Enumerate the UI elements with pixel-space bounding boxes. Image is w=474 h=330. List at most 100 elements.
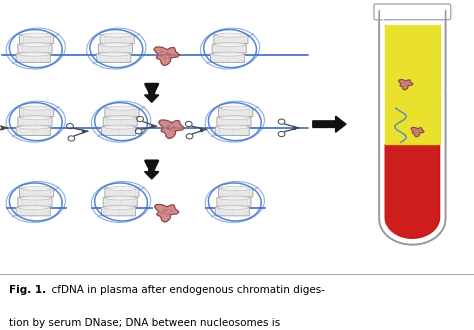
Polygon shape — [155, 204, 179, 222]
Ellipse shape — [212, 52, 244, 56]
FancyBboxPatch shape — [19, 108, 54, 116]
Ellipse shape — [170, 122, 173, 125]
Ellipse shape — [414, 129, 416, 131]
FancyBboxPatch shape — [417, 92, 434, 97]
Ellipse shape — [418, 92, 434, 94]
Ellipse shape — [219, 196, 250, 200]
FancyBboxPatch shape — [215, 127, 249, 136]
FancyBboxPatch shape — [100, 35, 134, 44]
Ellipse shape — [395, 108, 413, 110]
Polygon shape — [385, 144, 439, 238]
FancyBboxPatch shape — [97, 54, 131, 62]
FancyBboxPatch shape — [219, 108, 253, 116]
FancyBboxPatch shape — [217, 198, 251, 206]
Ellipse shape — [402, 84, 404, 85]
FancyBboxPatch shape — [103, 117, 137, 126]
Ellipse shape — [167, 53, 171, 55]
Ellipse shape — [102, 33, 134, 37]
FancyBboxPatch shape — [103, 198, 137, 206]
FancyBboxPatch shape — [16, 127, 50, 136]
Ellipse shape — [160, 54, 163, 57]
Ellipse shape — [419, 87, 435, 89]
Ellipse shape — [394, 113, 412, 115]
Polygon shape — [411, 127, 424, 137]
Polygon shape — [159, 120, 184, 139]
Ellipse shape — [107, 186, 138, 190]
FancyBboxPatch shape — [215, 207, 249, 216]
Ellipse shape — [420, 82, 436, 84]
Polygon shape — [385, 24, 439, 144]
Polygon shape — [313, 116, 346, 132]
Ellipse shape — [103, 205, 135, 210]
FancyBboxPatch shape — [16, 54, 50, 62]
Ellipse shape — [408, 82, 410, 84]
Ellipse shape — [160, 50, 163, 53]
FancyBboxPatch shape — [210, 54, 245, 62]
FancyBboxPatch shape — [99, 44, 133, 53]
FancyBboxPatch shape — [19, 188, 54, 197]
Ellipse shape — [416, 132, 418, 133]
Ellipse shape — [20, 115, 51, 119]
Polygon shape — [385, 16, 439, 24]
FancyBboxPatch shape — [19, 35, 54, 44]
FancyBboxPatch shape — [217, 117, 251, 126]
Ellipse shape — [168, 128, 172, 131]
Ellipse shape — [406, 85, 408, 86]
Ellipse shape — [417, 129, 419, 130]
Polygon shape — [145, 164, 159, 179]
FancyBboxPatch shape — [214, 35, 248, 44]
FancyBboxPatch shape — [374, 4, 451, 20]
Ellipse shape — [107, 106, 138, 110]
Ellipse shape — [220, 186, 252, 190]
Ellipse shape — [99, 52, 130, 56]
FancyBboxPatch shape — [16, 207, 50, 216]
FancyBboxPatch shape — [101, 127, 136, 136]
FancyBboxPatch shape — [105, 188, 139, 197]
Ellipse shape — [21, 106, 53, 110]
FancyBboxPatch shape — [18, 198, 52, 206]
Text: cfDNA in plasma after endogenous chromatin diges-: cfDNA in plasma after endogenous chromat… — [45, 285, 325, 295]
Polygon shape — [145, 88, 159, 102]
Ellipse shape — [172, 126, 176, 128]
Ellipse shape — [403, 82, 405, 84]
Ellipse shape — [165, 51, 168, 54]
Ellipse shape — [396, 103, 414, 105]
FancyBboxPatch shape — [418, 87, 435, 92]
FancyBboxPatch shape — [212, 44, 246, 53]
Ellipse shape — [100, 43, 132, 47]
Ellipse shape — [20, 43, 51, 47]
FancyBboxPatch shape — [18, 44, 52, 53]
Text: tion by serum DNase; DNA between nucleosomes is: tion by serum DNase; DNA between nucleos… — [9, 318, 280, 328]
Ellipse shape — [216, 33, 247, 37]
Ellipse shape — [160, 212, 163, 214]
FancyBboxPatch shape — [394, 109, 413, 114]
Polygon shape — [399, 80, 413, 90]
Ellipse shape — [18, 125, 50, 129]
FancyBboxPatch shape — [105, 108, 139, 116]
Ellipse shape — [165, 209, 168, 212]
Ellipse shape — [214, 43, 246, 47]
Ellipse shape — [167, 213, 171, 215]
Ellipse shape — [169, 210, 173, 212]
Ellipse shape — [166, 127, 169, 130]
Ellipse shape — [217, 125, 249, 129]
Polygon shape — [154, 47, 179, 65]
Polygon shape — [379, 11, 446, 245]
FancyBboxPatch shape — [393, 114, 412, 119]
Ellipse shape — [21, 186, 53, 190]
Ellipse shape — [18, 205, 50, 210]
Ellipse shape — [414, 131, 415, 133]
Ellipse shape — [168, 57, 172, 59]
Ellipse shape — [219, 115, 250, 119]
Ellipse shape — [105, 115, 137, 119]
FancyBboxPatch shape — [219, 188, 253, 197]
Ellipse shape — [21, 33, 53, 37]
Ellipse shape — [163, 57, 166, 59]
Ellipse shape — [405, 82, 407, 83]
Ellipse shape — [20, 196, 51, 200]
Ellipse shape — [404, 85, 406, 86]
Text: Fig. 1.: Fig. 1. — [9, 285, 46, 295]
Ellipse shape — [418, 130, 420, 132]
FancyBboxPatch shape — [18, 117, 52, 126]
Ellipse shape — [419, 132, 420, 134]
